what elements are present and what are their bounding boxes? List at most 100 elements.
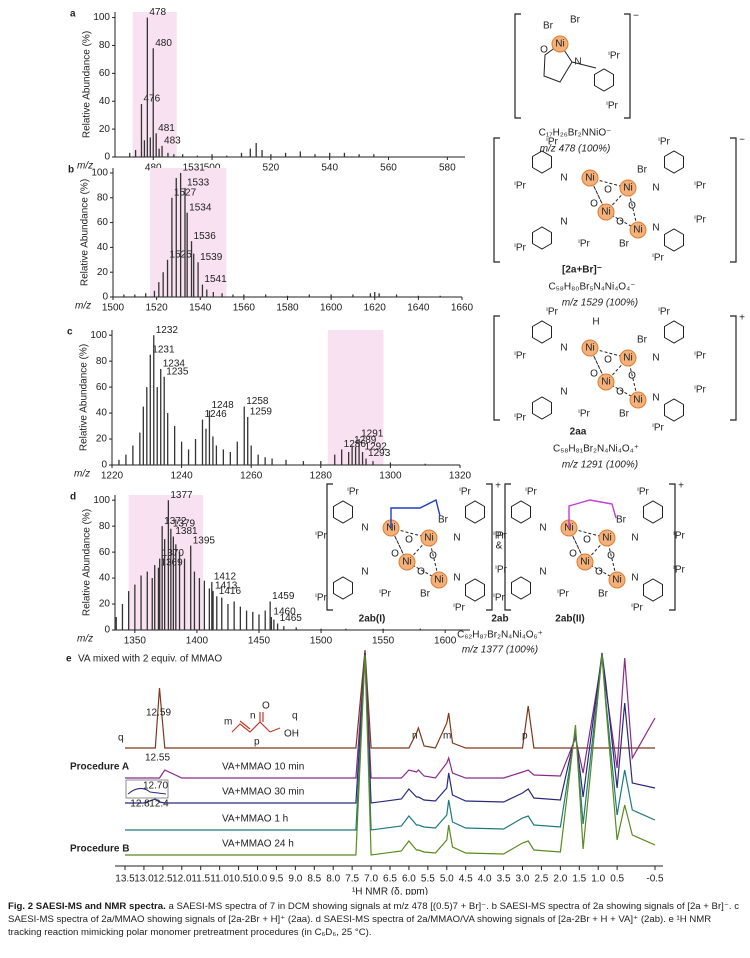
atom-label: O bbox=[429, 551, 437, 562]
x-tick-label: 13.0 bbox=[134, 874, 154, 885]
peak-label: 1460 bbox=[273, 607, 296, 618]
peak-label: 1369 bbox=[160, 557, 183, 568]
peak-label: 1234 bbox=[163, 359, 186, 370]
aryl-ring bbox=[532, 226, 552, 250]
y-tick-label: 0 bbox=[104, 152, 110, 163]
x-tick-label: 4.5 bbox=[459, 874, 473, 885]
atom-label: ⁱPr bbox=[514, 413, 526, 424]
peak-label: 1533 bbox=[187, 177, 210, 188]
peak-label: 1381 bbox=[175, 526, 198, 537]
y-tick-label: 0 bbox=[104, 625, 110, 636]
inset-tick: 12.8 bbox=[130, 799, 150, 810]
peak-label: 483 bbox=[164, 135, 181, 146]
y-tick-label: 60 bbox=[97, 217, 109, 228]
x-tick-label: 1500 bbox=[310, 636, 333, 647]
peak-label: 1395 bbox=[193, 535, 216, 546]
aryl-ring bbox=[643, 578, 663, 602]
peak-label: 1292 bbox=[365, 442, 388, 453]
peak-label: 1232 bbox=[156, 325, 179, 336]
atom-label: O bbox=[391, 549, 399, 560]
x-tick-label: 1450 bbox=[248, 636, 271, 647]
panel-letter: b bbox=[68, 165, 74, 176]
panel-letter: c bbox=[67, 327, 73, 338]
nmr-trace bbox=[125, 652, 656, 779]
peak-label: 1379 bbox=[173, 518, 196, 529]
x-tick-label: 1220 bbox=[101, 471, 124, 482]
atom-label: O bbox=[583, 535, 591, 546]
atom-label: N bbox=[652, 223, 659, 234]
atom-label: N bbox=[631, 573, 638, 584]
atom-label: ⁱPr bbox=[673, 531, 685, 542]
atom-label: Br bbox=[598, 589, 609, 600]
inset-box bbox=[125, 779, 169, 799]
compound-name: 2aa bbox=[570, 427, 587, 438]
x-tick-label: 1520 bbox=[146, 303, 169, 314]
procedure-label: Procedure B bbox=[70, 844, 129, 855]
x-tick-label: 0.5 bbox=[610, 874, 624, 885]
assignment: m bbox=[443, 731, 451, 742]
atom-label: ⁱPr bbox=[546, 137, 558, 148]
atom-label: ⁱPr bbox=[652, 253, 664, 264]
atom-label: Ni bbox=[585, 173, 594, 184]
acyl-chain bbox=[390, 498, 441, 528]
formula: C₁₇H₂₆Br₂NNiO⁻ bbox=[539, 128, 612, 139]
peak-label: 1286 bbox=[344, 439, 367, 450]
atom-label: N bbox=[560, 173, 567, 184]
atom-label: ⁱPr bbox=[694, 181, 706, 192]
x-axis-label: m/z bbox=[77, 634, 93, 645]
atom-label: O bbox=[590, 199, 598, 210]
va-label: m bbox=[224, 717, 232, 728]
atom-label: Br bbox=[637, 335, 648, 346]
highlight bbox=[327, 330, 384, 465]
y-tick-label: 60 bbox=[99, 68, 111, 79]
ni-atom bbox=[597, 373, 615, 391]
atom-label: ⁱPr bbox=[379, 589, 391, 600]
inset-tick: 12.4 bbox=[149, 799, 169, 810]
x-tick-label: 1300 bbox=[379, 471, 402, 482]
x-tick-label: 10.0 bbox=[248, 874, 268, 885]
y-tick-label: 80 bbox=[96, 356, 108, 367]
mz: m/z 1529 (100%) bbox=[562, 298, 638, 309]
compound-name: [2a+Br]⁻ bbox=[562, 265, 602, 276]
y-tick-label: 80 bbox=[99, 521, 111, 532]
x-tick-label: 1560 bbox=[233, 303, 256, 314]
atom-label: O bbox=[569, 549, 577, 560]
atom-label: ⁱPr bbox=[658, 307, 670, 318]
atom-label: ⁱPr bbox=[694, 351, 706, 362]
aryl-ring bbox=[532, 320, 552, 344]
atom-label: Ni bbox=[601, 377, 610, 388]
atom-label: ⁱPr bbox=[637, 487, 649, 498]
x-tick-label: 5.0 bbox=[440, 874, 454, 885]
compound-name: 2ab(II) bbox=[555, 614, 584, 625]
atom-label: − bbox=[633, 11, 639, 22]
y-tick-label: 20 bbox=[99, 124, 111, 135]
atom-label: N bbox=[361, 567, 368, 578]
peak-label: 480 bbox=[155, 38, 172, 49]
x-tick-label: 1.0 bbox=[591, 874, 605, 885]
y-tick-label: 100 bbox=[90, 330, 107, 341]
atom-label: ⁱPr bbox=[694, 385, 706, 396]
atom-label: N bbox=[560, 217, 567, 228]
trace-label: VA+MMAO 10 min bbox=[222, 762, 304, 773]
x-tick-label: 10.5 bbox=[229, 874, 249, 885]
atom-label: Ni bbox=[555, 39, 564, 50]
x-tick-label: 12.0 bbox=[172, 874, 192, 885]
aryl-ring bbox=[511, 576, 531, 600]
x-tick-label: 1350 bbox=[124, 636, 147, 647]
x-tick-label: 7.5 bbox=[345, 874, 359, 885]
y-tick-label: 60 bbox=[99, 547, 111, 558]
bracket bbox=[514, 13, 631, 119]
atom-label: O bbox=[405, 535, 413, 546]
x-tick-label: 1550 bbox=[372, 636, 395, 647]
ni-atom bbox=[608, 571, 626, 589]
atom-label: ⁱPr bbox=[514, 243, 526, 254]
x-tick-label: 560 bbox=[380, 163, 397, 174]
atom-label: N bbox=[453, 533, 460, 544]
peak-label: 1291 bbox=[361, 429, 384, 440]
atom-label: O bbox=[628, 201, 636, 212]
atom-label: N bbox=[560, 387, 567, 398]
x-tick-label: 1660 bbox=[451, 303, 474, 314]
atom-label: ⁱPr bbox=[459, 487, 471, 498]
ni-atom bbox=[598, 529, 616, 547]
atom-label: Ni bbox=[633, 395, 642, 406]
